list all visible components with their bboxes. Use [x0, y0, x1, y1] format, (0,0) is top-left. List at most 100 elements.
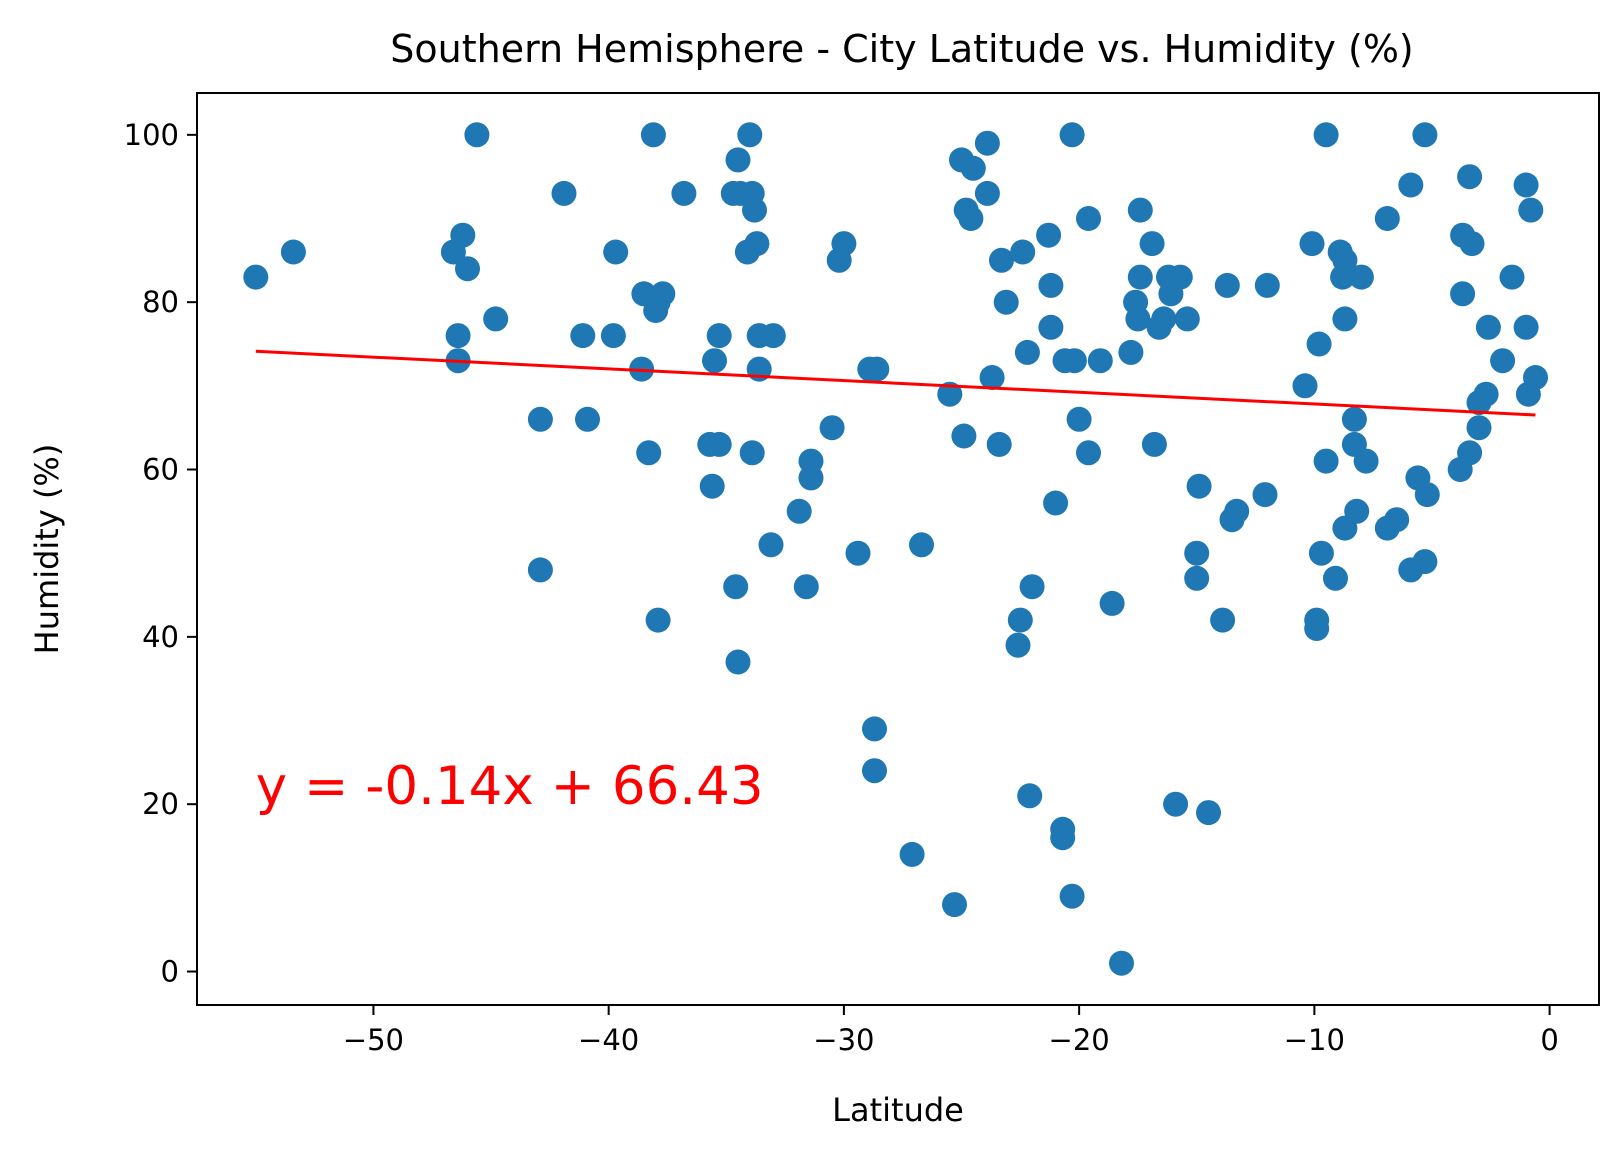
data-point	[974, 180, 1000, 206]
y-tick-label: 60	[142, 453, 179, 487]
data-point	[1087, 348, 1113, 374]
data-point	[1007, 607, 1033, 633]
data-point	[1344, 498, 1370, 524]
data-point	[760, 323, 786, 349]
data-point	[1348, 264, 1374, 290]
data-point	[1252, 482, 1278, 508]
data-point	[1017, 783, 1043, 809]
data-point	[1412, 122, 1438, 148]
x-tick-label: −20	[1049, 1023, 1110, 1057]
data-point	[551, 180, 577, 206]
data-point	[793, 574, 819, 600]
data-point	[1005, 632, 1031, 658]
regression-line	[255, 349, 1536, 417]
data-point	[1139, 231, 1165, 257]
x-tick-label: −30	[813, 1023, 874, 1057]
y-tick-label: 40	[142, 620, 179, 654]
data-point	[1299, 231, 1325, 257]
data-point	[1224, 498, 1250, 524]
data-point	[1038, 314, 1064, 340]
data-point	[445, 323, 471, 349]
data-point	[1513, 314, 1539, 340]
data-point	[1450, 281, 1476, 307]
data-point	[909, 532, 934, 558]
chart-title: Southern Hemisphere - City Latitude vs. …	[390, 27, 1414, 71]
data-point	[1341, 406, 1367, 432]
data-point	[1076, 206, 1101, 231]
data-point	[699, 473, 725, 499]
data-point	[1332, 247, 1358, 273]
data-point	[942, 892, 967, 918]
data-point	[1313, 448, 1339, 474]
y-axis: 0 20 40 60 80 100	[124, 118, 197, 989]
data-point	[758, 532, 784, 558]
y-tick-label: 100	[124, 118, 179, 152]
data-point	[1412, 549, 1438, 575]
y-axis-label: Humidity (%)	[28, 444, 66, 655]
data-point	[1151, 306, 1177, 332]
data-point	[1518, 197, 1544, 223]
data-point	[862, 716, 887, 742]
data-point	[742, 197, 767, 223]
data-point	[744, 231, 770, 257]
x-tick-label: −40	[578, 1023, 639, 1057]
data-point	[862, 758, 887, 784]
data-point	[1059, 122, 1085, 148]
data-point	[845, 540, 871, 566]
data-point	[951, 423, 977, 449]
data-point	[1210, 607, 1236, 633]
data-point	[1141, 431, 1167, 457]
x-axis-label: Latitude	[832, 1091, 964, 1129]
data-point	[636, 440, 662, 466]
data-point	[958, 206, 984, 231]
data-point	[1099, 590, 1125, 616]
data-point	[1043, 490, 1069, 516]
data-point	[455, 256, 480, 282]
data-point	[1059, 883, 1085, 909]
y-tick-label: 0	[161, 955, 179, 989]
data-point	[706, 431, 732, 457]
data-point	[1184, 540, 1210, 566]
data-point	[725, 147, 751, 173]
y-tick-label: 20	[142, 787, 179, 821]
data-point	[1323, 565, 1348, 591]
x-tick-label: 0	[1540, 1023, 1558, 1057]
data-point	[483, 306, 509, 332]
data-point	[575, 406, 600, 432]
data-point	[864, 356, 890, 382]
x-axis: −50 −40 −30 −20 −10 0	[343, 1005, 1559, 1057]
data-point	[1414, 482, 1440, 508]
data-point	[1014, 339, 1040, 365]
data-point	[1457, 440, 1483, 466]
data-point	[1459, 231, 1485, 257]
data-point	[645, 607, 671, 633]
data-point	[1127, 197, 1153, 223]
data-point	[1384, 507, 1410, 533]
data-point	[671, 180, 697, 206]
data-point	[1513, 172, 1539, 198]
data-point	[979, 365, 1005, 390]
data-point	[989, 247, 1014, 273]
data-point	[450, 222, 476, 248]
regression-layer	[255, 349, 1536, 417]
data-point	[1499, 264, 1525, 290]
data-point	[1304, 616, 1330, 641]
data-point	[993, 289, 1019, 315]
data-point	[1066, 406, 1092, 432]
data-point	[1050, 825, 1076, 851]
data-point	[1127, 264, 1153, 290]
data-point	[798, 465, 824, 491]
data-point	[1118, 339, 1144, 365]
data-point	[1475, 314, 1501, 340]
data-point	[1332, 306, 1358, 332]
plot-frame	[196, 92, 1600, 1006]
y-tick-label: 80	[142, 285, 179, 319]
x-tick-label: −10	[1284, 1023, 1345, 1057]
data-point	[1196, 800, 1221, 826]
data-point	[1036, 222, 1062, 248]
regression-equation: y = -0.14x + 66.43	[256, 756, 764, 817]
data-point	[725, 649, 751, 675]
data-point	[1523, 365, 1548, 390]
data-point	[1214, 272, 1240, 298]
data-point	[786, 498, 812, 524]
